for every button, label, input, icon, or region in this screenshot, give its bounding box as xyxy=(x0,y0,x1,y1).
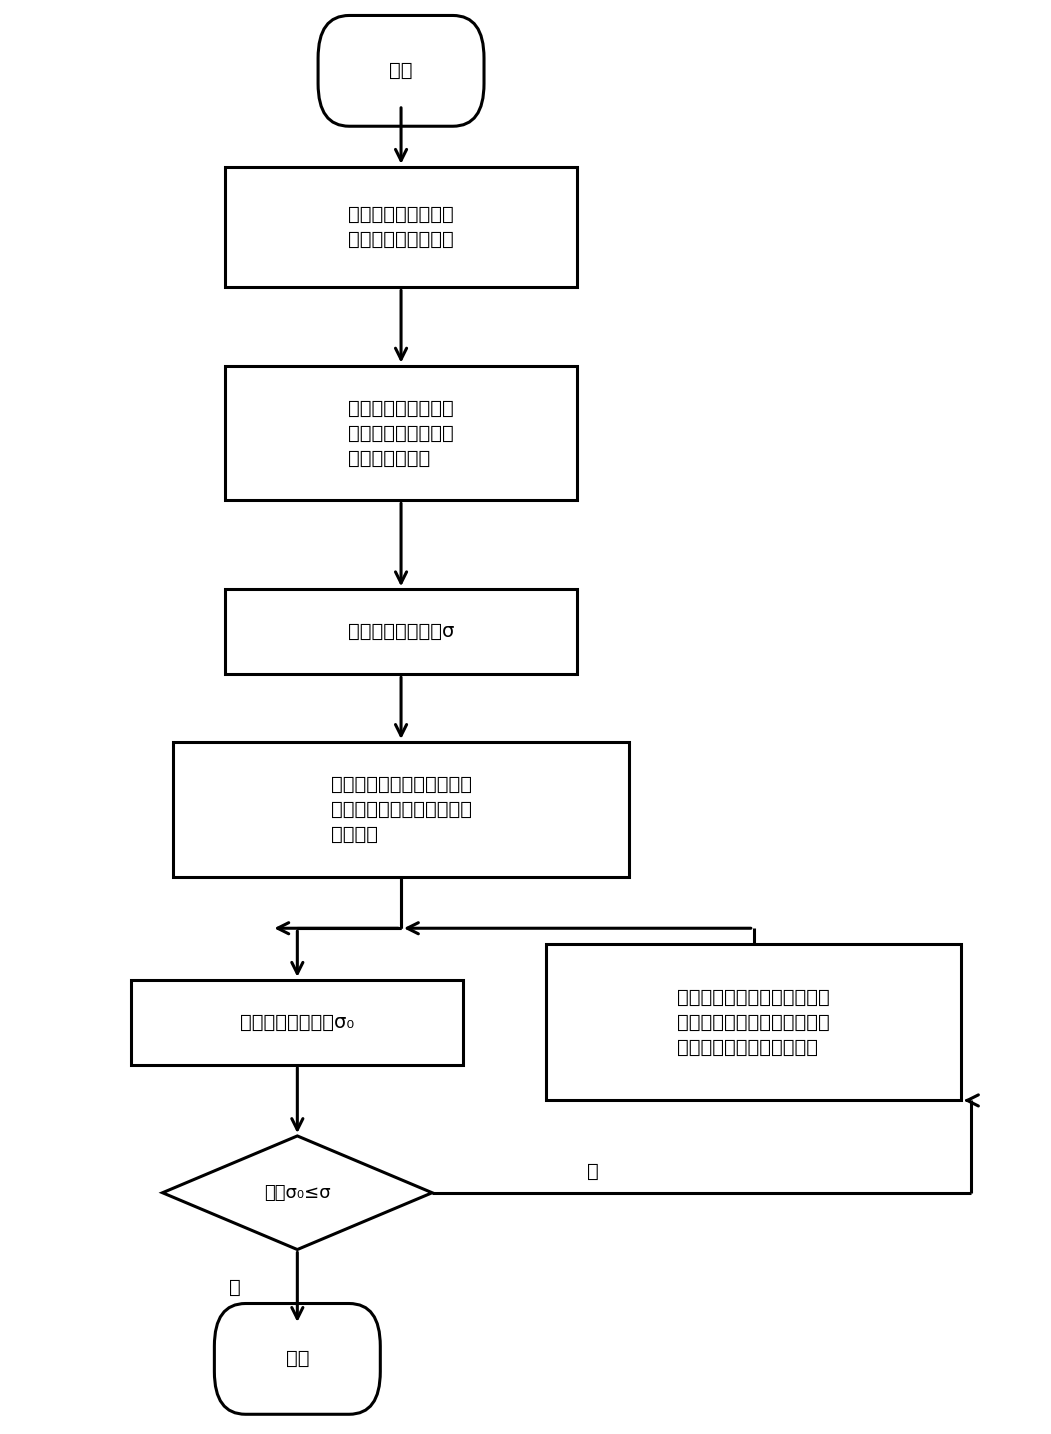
Text: 开始: 开始 xyxy=(389,62,413,80)
Bar xyxy=(547,944,961,1100)
Text: 给定模型降阶误差σ: 给定模型降阶误差σ xyxy=(348,622,454,641)
FancyBboxPatch shape xyxy=(214,1304,380,1414)
Text: 计算模型降阶误差σ₀: 计算模型降阶误差σ₀ xyxy=(241,1012,354,1032)
Text: 结束: 结束 xyxy=(286,1349,309,1368)
Text: 利用特征値灵敏度分
析所有特征値与各状
态变量的相关性: 利用特征値灵敏度分 析所有特征値与各状 态变量的相关性 xyxy=(348,399,454,467)
Bar xyxy=(225,589,577,674)
Bar xyxy=(131,979,463,1065)
Polygon shape xyxy=(163,1136,432,1249)
Text: 否: 否 xyxy=(588,1162,599,1182)
Text: 判断σ₀≤σ: 判断σ₀≤σ xyxy=(264,1183,331,1202)
FancyBboxPatch shape xyxy=(318,16,485,126)
Text: 基于系统原主导特征値及对
应的主导影响状态变量进行
降阶处理: 基于系统原主导特征値及对 应的主导影响状态变量进行 降阶处理 xyxy=(331,774,472,843)
Bar xyxy=(225,166,577,287)
Text: 扩大主导特征値的选取范围，
针对新的主导特征値及其主导
影响状态变量进行降阶处理: 扩大主导特征値的选取范围， 针对新的主导特征値及其主导 影响状态变量进行降阶处理 xyxy=(677,988,830,1057)
Bar xyxy=(172,741,630,876)
Text: 是: 是 xyxy=(229,1278,241,1296)
Bar xyxy=(225,366,577,500)
Text: 利用系统模型及小信
号模型，求取特征値: 利用系统模型及小信 号模型，求取特征値 xyxy=(348,205,454,250)
